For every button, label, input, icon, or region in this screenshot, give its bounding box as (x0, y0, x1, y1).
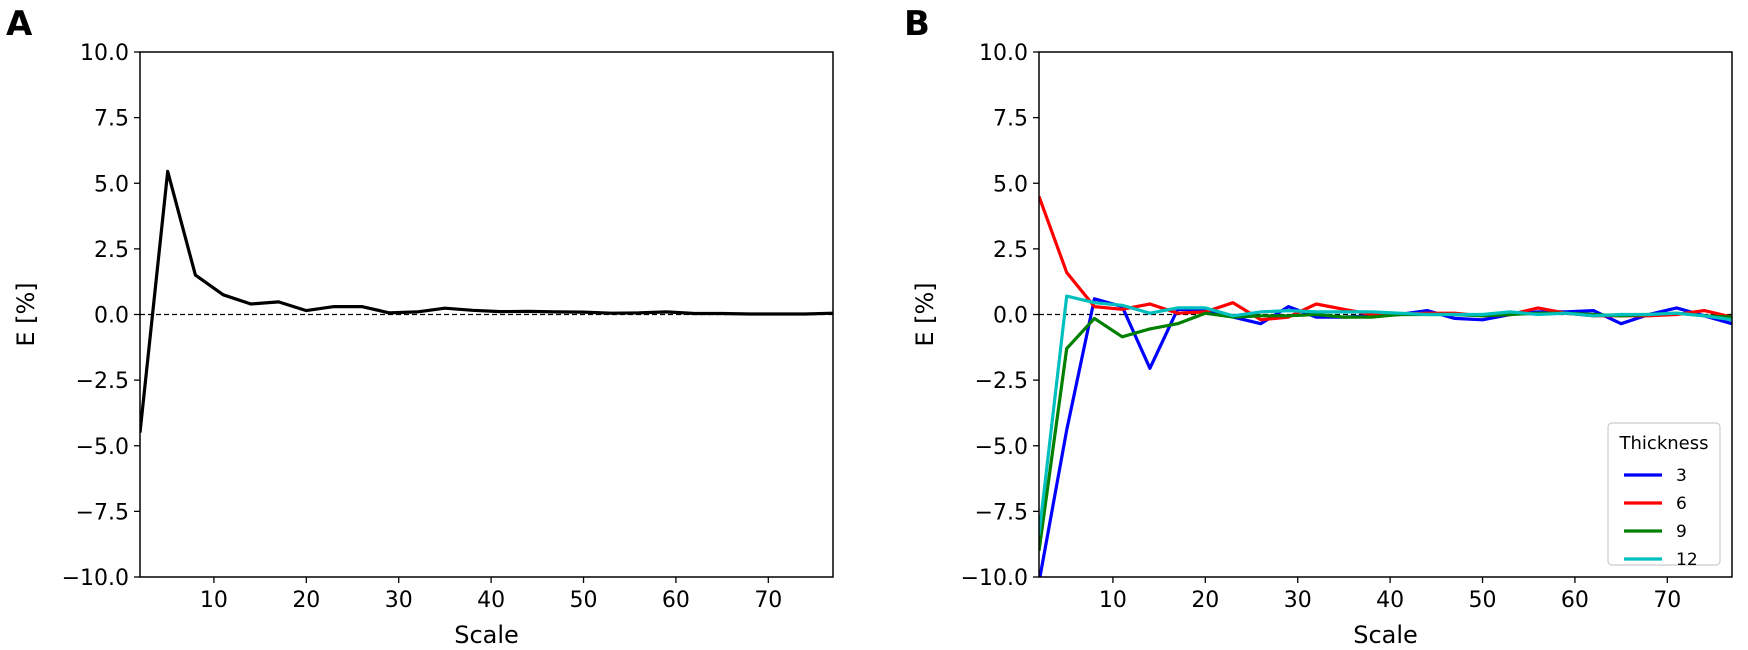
x-tick: 50 (570, 577, 598, 613)
series-line-12 (1039, 294, 1732, 536)
y-tick: 7.5 (94, 107, 140, 132)
x-tick-label: 50 (1469, 588, 1497, 613)
x-tick: 60 (1561, 577, 1589, 613)
y-tick: 0.0 (993, 304, 1039, 329)
x-tick-label: 60 (662, 588, 690, 613)
x-tick: 20 (1191, 577, 1219, 613)
x-tick-label: 60 (1561, 588, 1589, 613)
x-tick: 10 (1099, 577, 1127, 613)
y-tick: 2.5 (993, 238, 1039, 263)
y-axis-ticks: 10.0 7.5 5.0 2.5 0.0 −2.5 −5.0 −7.5 −10.0 (62, 41, 140, 591)
y-tick: 10.0 (80, 41, 140, 66)
x-tick-label: 70 (754, 588, 782, 613)
x-tick: 70 (1653, 577, 1681, 613)
x-axis-ticks: 10 20 30 40 50 60 70 (1099, 577, 1681, 613)
x-tick: 30 (1284, 577, 1312, 613)
x-tick-label: 40 (1376, 588, 1404, 613)
y-tick-label: −5.0 (975, 435, 1028, 460)
y-tick-label: −7.5 (76, 500, 129, 525)
x-tick-label: 10 (1099, 588, 1127, 613)
y-tick-label: 2.5 (94, 238, 129, 263)
y-tick-label: −2.5 (76, 369, 129, 394)
y-tick-label: 0.0 (993, 304, 1028, 329)
y-tick-label: 5.0 (94, 172, 129, 197)
legend-label: 9 (1676, 522, 1687, 542)
y-tick: −2.5 (975, 369, 1039, 394)
x-tick-label: 20 (292, 588, 320, 613)
y-tick-label: 0.0 (94, 304, 129, 329)
y-tick-label: 7.5 (94, 107, 129, 132)
legend-item-12: 12 (1624, 550, 1698, 570)
x-axis-ticks: 10 20 30 40 50 60 70 (200, 577, 782, 613)
y-tick: −2.5 (76, 369, 140, 394)
y-axis-ticks: 10.0 7.5 5.0 2.5 0.0 −2.5 −5.0 −7.5 −10.0 (961, 41, 1039, 591)
x-tick-label: 20 (1191, 588, 1219, 613)
y-axis-label: E [%] (12, 282, 40, 346)
legend-label: 3 (1676, 466, 1687, 486)
y-axis-label: E [%] (911, 282, 939, 346)
y-tick: 0.0 (94, 304, 140, 329)
y-tick: −7.5 (975, 500, 1039, 525)
y-tick-label: 10.0 (979, 41, 1028, 66)
y-tick-label: 7.5 (993, 107, 1028, 132)
y-tick: 2.5 (94, 238, 140, 263)
y-tick-label: −10.0 (62, 566, 129, 591)
y-tick: 5.0 (993, 172, 1039, 197)
x-tick: 40 (477, 577, 505, 613)
panel-label: A (6, 4, 33, 44)
y-tick: 10.0 (979, 41, 1039, 66)
x-tick-label: 40 (477, 588, 505, 613)
x-tick-label: 10 (200, 588, 228, 613)
legend-item-9: 9 (1624, 522, 1687, 542)
x-tick-label: 70 (1653, 588, 1681, 613)
series-layer (140, 169, 833, 433)
legend-title: Thickness (1619, 433, 1709, 454)
y-tick: −7.5 (76, 500, 140, 525)
x-tick: 30 (385, 577, 413, 613)
y-tick-label: 5.0 (993, 172, 1028, 197)
series-layer (1039, 195, 1732, 577)
legend: Thickness 3 6 9 12 (1607, 422, 1721, 570)
y-tick-label: 10.0 (80, 41, 129, 66)
y-tick-label: −5.0 (76, 435, 129, 460)
x-tick: 40 (1376, 577, 1404, 613)
y-tick-label: 2.5 (993, 238, 1028, 263)
chart-panel-b: B 10 20 30 40 50 60 70 10.0 7.5 5.0 2.5 0.0 −2.5 −5.… (904, 4, 1733, 649)
y-tick: 7.5 (993, 107, 1039, 132)
legend-item-3: 3 (1624, 466, 1687, 486)
y-tick: −10.0 (62, 566, 140, 591)
y-tick: 5.0 (94, 172, 140, 197)
y-tick-label: −10.0 (961, 566, 1028, 591)
y-tick-label: −7.5 (975, 500, 1028, 525)
x-axis-label: Scale (1353, 621, 1418, 649)
chart-panel-a: A 10 20 30 40 50 60 70 10.0 7.5 5.0 2.5 0.0 −2.5 −5.… (6, 4, 834, 649)
panel-label: B (904, 4, 930, 44)
y-tick: −5.0 (975, 435, 1039, 460)
y-tick: −10.0 (961, 566, 1039, 591)
legend-item-6: 6 (1624, 494, 1687, 514)
series-line-e (140, 169, 833, 433)
x-tick: 10 (200, 577, 228, 613)
x-tick-label: 50 (570, 588, 598, 613)
x-tick: 50 (1469, 577, 1497, 613)
y-tick: −5.0 (76, 435, 140, 460)
legend-label: 6 (1676, 494, 1687, 514)
x-axis-label: Scale (454, 621, 519, 649)
x-tick-label: 30 (1284, 588, 1312, 613)
legend-layer: Thickness 3 6 9 12 (1607, 422, 1721, 570)
x-tick: 60 (662, 577, 690, 613)
legend-label: 12 (1676, 550, 1698, 570)
x-tick-label: 30 (385, 588, 413, 613)
y-tick-label: −2.5 (975, 369, 1028, 394)
x-tick: 70 (754, 577, 782, 613)
x-tick: 20 (292, 577, 320, 613)
